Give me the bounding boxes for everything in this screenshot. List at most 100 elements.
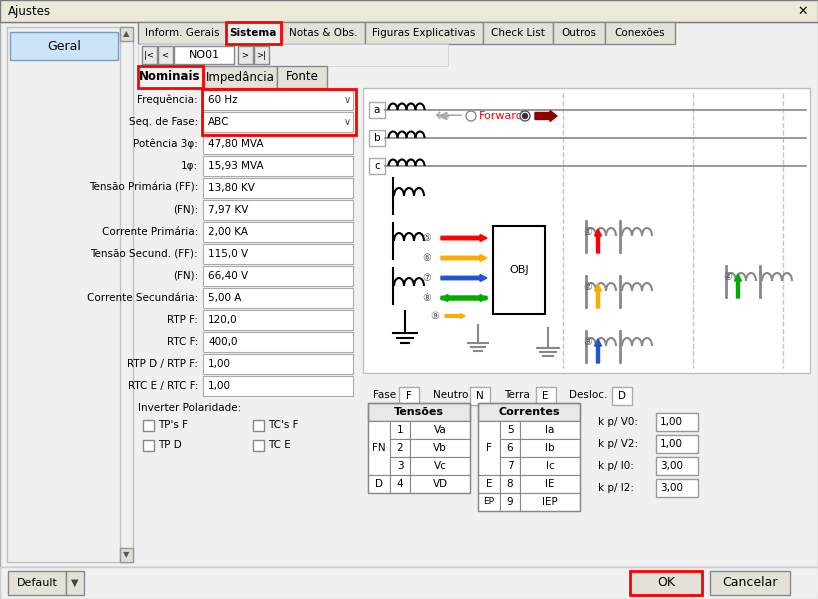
Bar [203,178,353,198]
Text: ∨: ∨ [344,95,351,105]
Bar [520,457,580,475]
Bar [500,493,520,511]
Bar [630,571,702,595]
Bar [470,387,490,405]
Bar [281,22,365,44]
Text: Va: Va [434,425,447,435]
Text: 8: 8 [506,479,514,489]
Text: Frequência:: Frequência: [137,95,198,105]
Text: 7: 7 [506,461,514,471]
Text: 9: 9 [506,497,514,507]
Text: Tensão Secund. (FF):: Tensão Secund. (FF): [90,249,198,259]
Bar [605,22,675,44]
Text: ⟵: ⟵ [434,107,462,126]
Bar [710,571,790,595]
Bar [202,89,356,135]
Bar [368,403,470,421]
Bar [226,22,281,44]
Text: k p/ I0:: k p/ I0: [598,461,634,471]
Text: 1,00: 1,00 [208,359,231,369]
Text: F: F [486,443,492,453]
Text: Seq. de Fase:: Seq. de Fase: [128,117,198,127]
Text: ABC: ABC [208,117,230,127]
Bar [203,222,353,242]
Text: <: < [161,50,169,59]
Text: (FN):: (FN): [173,205,198,215]
Text: 4: 4 [397,479,403,489]
Bar [203,310,353,330]
Text: RTC F:: RTC F: [167,337,198,347]
FancyArrow shape [735,274,741,298]
Text: Desloc.: Desloc. [569,390,608,400]
Bar [8,571,66,595]
Text: 400,0: 400,0 [208,337,237,347]
Text: 1,00: 1,00 [660,417,683,427]
Bar [390,457,410,475]
Bar [390,439,410,457]
Bar [520,493,580,511]
Bar [174,46,234,64]
Text: (FN):: (FN): [173,271,198,281]
Text: ①: ① [583,227,592,237]
Text: ⑧: ⑧ [423,293,431,303]
Bar [369,102,385,118]
Text: IE: IE [546,479,555,489]
Text: NO01: NO01 [188,50,219,60]
Bar [203,134,353,154]
Text: Default: Default [16,578,57,588]
Text: Correntes: Correntes [498,407,560,417]
Bar [203,112,353,132]
Bar [656,413,698,431]
Bar [143,420,154,431]
Text: TC E: TC E [268,440,290,450]
Bar [368,475,390,493]
FancyArrow shape [441,255,487,262]
Bar [253,440,264,451]
Text: TP D: TP D [158,440,182,450]
Bar [656,435,698,453]
Bar [138,66,203,88]
Text: ▼: ▼ [71,578,79,588]
Text: OBJ: OBJ [509,265,528,275]
Bar [410,439,470,457]
Bar [203,156,353,176]
Bar [363,88,810,373]
FancyArrow shape [445,313,465,319]
Bar [143,440,154,451]
Text: FN: FN [372,443,386,453]
Text: 3,00: 3,00 [660,483,683,493]
Text: ⑦: ⑦ [423,273,431,283]
Text: Cancelar: Cancelar [722,576,778,589]
Text: Terra: Terra [504,390,530,400]
Bar [390,475,410,493]
Text: 115,0 V: 115,0 V [208,249,248,259]
Text: VD: VD [433,479,447,489]
Text: E: E [486,479,492,489]
Bar [483,22,553,44]
FancyArrow shape [595,229,601,253]
Text: 15,93 MVA: 15,93 MVA [208,161,263,171]
Bar [520,421,580,439]
Bar [478,403,580,421]
Text: Potência 3φ:: Potência 3φ: [133,139,198,149]
Bar [203,288,353,308]
Bar [7,27,127,562]
FancyArrow shape [441,295,487,301]
Text: k p/ I2:: k p/ I2: [598,483,634,493]
Bar [478,403,580,511]
Text: Impedância: Impedância [205,71,274,83]
Bar [277,66,327,88]
Text: 5: 5 [506,425,514,435]
Bar [656,457,698,475]
Text: RTC E / RTC F:: RTC E / RTC F: [128,381,198,391]
Text: ⑨: ⑨ [430,311,439,321]
Text: D: D [375,479,383,489]
Text: ∨: ∨ [344,117,351,127]
Text: b: b [374,133,380,143]
Text: 3: 3 [397,461,403,471]
Text: 1,00: 1,00 [660,439,683,449]
Text: Fonte: Fonte [285,71,318,83]
Text: 13,80 KV: 13,80 KV [208,183,255,193]
Text: Neutro: Neutro [433,390,469,400]
Text: IEP: IEP [542,497,558,507]
